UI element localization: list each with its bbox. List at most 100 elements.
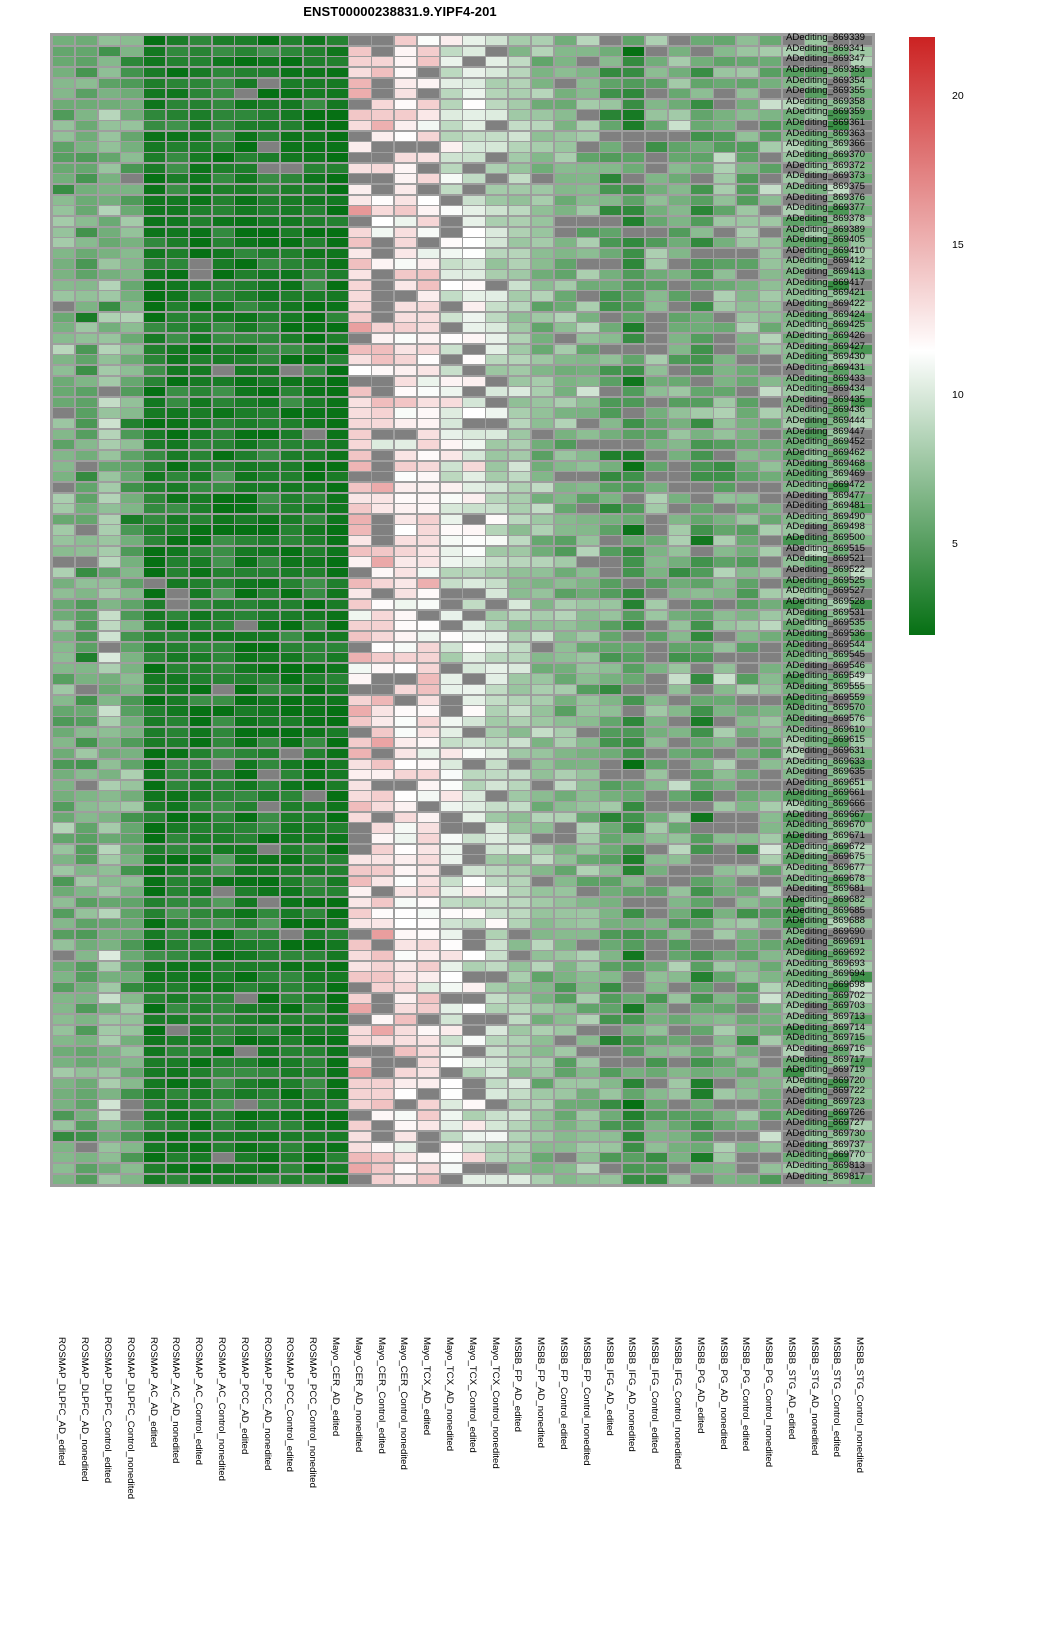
heatmap-cell (121, 312, 143, 322)
heatmap-cell (508, 855, 531, 865)
heatmap-cell (394, 770, 417, 780)
heatmap-cell (417, 99, 440, 109)
heatmap-cell (121, 131, 143, 141)
heatmap-cell (486, 387, 508, 397)
heatmap-cell (258, 1068, 280, 1078)
heatmap-cell (280, 727, 303, 737)
heatmap-cell (759, 493, 781, 503)
heatmap-cell (98, 450, 120, 461)
column-label-slot: MSBB_PG_AD_edited (688, 1337, 711, 1627)
heatmap-cell (782, 440, 804, 450)
row-label: ADediting_869737 (786, 1138, 865, 1150)
heatmap-cell (121, 216, 143, 227)
heatmap-cell (714, 1046, 736, 1056)
heatmap-cell (782, 67, 804, 78)
heatmap-cell (121, 387, 143, 397)
row-label: ADediting_869635 (786, 766, 865, 778)
heatmap-cell (75, 142, 98, 152)
heatmap-grid[interactable] (50, 33, 876, 1187)
heatmap-cell (53, 280, 75, 290)
heatmap-cell (463, 1142, 485, 1152)
heatmap-cell (554, 823, 576, 833)
heatmap-cell (782, 908, 804, 918)
heatmap-cell (645, 589, 668, 599)
heatmap-cell (326, 844, 348, 854)
heatmap-cell (828, 706, 850, 716)
heatmap-cell (668, 450, 690, 461)
heatmap-cell (258, 387, 280, 397)
heatmap-cell (759, 695, 781, 705)
heatmap-cell (577, 685, 599, 695)
heatmap-cell (714, 365, 736, 375)
heatmap-cell (645, 993, 668, 1003)
heatmap-cell (828, 472, 850, 482)
heatmap-cell (600, 397, 622, 407)
heatmap-cell (554, 844, 576, 854)
heatmap-cell (235, 153, 257, 163)
heatmap-cell (166, 1078, 189, 1088)
heatmap-cell (850, 557, 873, 567)
row-label: ADediting_869545 (786, 649, 865, 661)
heatmap-cell (805, 791, 827, 801)
heatmap-cell (850, 1142, 873, 1152)
heatmap-cell (121, 908, 143, 918)
heatmap-cell (691, 993, 713, 1003)
heatmap-cell (554, 642, 576, 652)
heatmap-cell (714, 1174, 736, 1184)
heatmap-cell (53, 993, 75, 1003)
heatmap-cell (531, 972, 554, 982)
heatmap-cell (235, 748, 257, 759)
heatmap-cell (212, 1036, 234, 1046)
heatmap-cell (691, 759, 713, 769)
heatmap-cell (508, 376, 531, 386)
heatmap-cell (531, 748, 554, 759)
row-label: ADediting_869670 (786, 819, 865, 831)
heatmap-cell (805, 397, 827, 407)
heatmap-cell (736, 1121, 759, 1131)
heatmap-cell (782, 546, 804, 556)
heatmap-cell (166, 89, 189, 99)
heatmap-cell (98, 865, 120, 876)
heatmap-cell (486, 376, 508, 386)
heatmap-cell (75, 802, 98, 812)
heatmap-cell (258, 951, 280, 961)
heatmap-cell (326, 1100, 348, 1110)
heatmap-cell (759, 1100, 781, 1110)
heatmap-cell (554, 929, 576, 939)
heatmap-cell (554, 1046, 576, 1056)
heatmap-cell (600, 36, 622, 46)
heatmap-cell (577, 929, 599, 939)
heatmap-cell (463, 387, 485, 397)
heatmap-cell (212, 333, 234, 344)
heatmap-cell (759, 759, 781, 769)
heatmap-cell (212, 397, 234, 407)
heatmap-cell (600, 759, 622, 769)
heatmap-cell (463, 142, 485, 152)
heatmap-cell (622, 993, 645, 1003)
heatmap-cell (486, 823, 508, 833)
heatmap-cell (486, 450, 508, 461)
heatmap-cell (622, 929, 645, 939)
heatmap-cell (326, 238, 348, 248)
heatmap-cell (531, 1089, 554, 1099)
heatmap-cell (417, 610, 440, 620)
heatmap-cell (212, 1046, 234, 1056)
heatmap-cell (326, 674, 348, 684)
heatmap-cell (668, 961, 690, 971)
heatmap-cell (531, 365, 554, 375)
row-label: ADediting_869412 (786, 255, 865, 267)
row-label: ADediting_869515 (786, 542, 865, 554)
heatmap-cell (782, 717, 804, 727)
heatmap-cell (486, 131, 508, 141)
heatmap-cell (714, 1036, 736, 1046)
heatmap-cell (531, 482, 554, 493)
heatmap-cell (440, 780, 462, 790)
heatmap-cell (258, 1163, 280, 1174)
heatmap-cell (166, 557, 189, 567)
heatmap-cell (782, 1142, 804, 1152)
heatmap-cell (303, 270, 326, 280)
heatmap-cell (303, 748, 326, 759)
heatmap-cell (577, 961, 599, 971)
heatmap-cell (75, 940, 98, 950)
heatmap-cell (759, 1142, 781, 1152)
